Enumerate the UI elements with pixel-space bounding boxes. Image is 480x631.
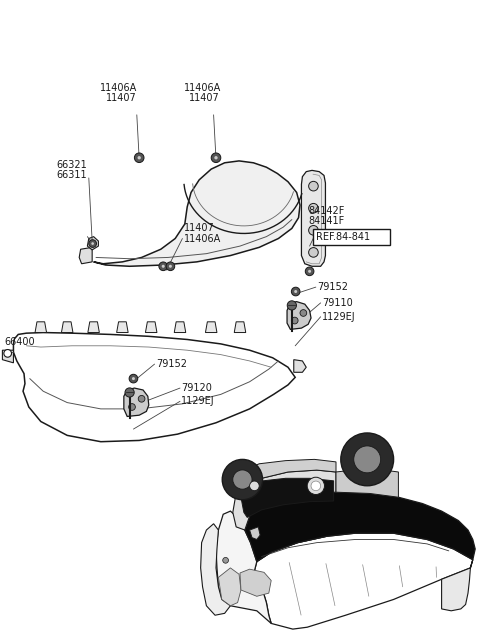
FancyBboxPatch shape	[313, 228, 390, 245]
Text: 66400: 66400	[5, 337, 36, 347]
Circle shape	[137, 156, 141, 160]
Text: 79110: 79110	[322, 298, 353, 308]
Circle shape	[211, 153, 221, 163]
Circle shape	[169, 265, 172, 268]
Polygon shape	[87, 237, 98, 250]
Polygon shape	[174, 322, 186, 333]
Circle shape	[300, 310, 307, 316]
Circle shape	[214, 156, 218, 160]
Text: 79152: 79152	[156, 359, 187, 369]
Polygon shape	[124, 388, 149, 416]
Text: 11406A: 11406A	[183, 83, 221, 93]
Polygon shape	[79, 247, 92, 264]
Polygon shape	[234, 322, 246, 333]
Circle shape	[291, 317, 298, 324]
Circle shape	[311, 481, 321, 491]
Circle shape	[250, 481, 259, 491]
Text: 11406A: 11406A	[100, 83, 138, 93]
Circle shape	[222, 459, 263, 500]
Polygon shape	[201, 524, 230, 615]
Polygon shape	[13, 333, 295, 442]
Circle shape	[129, 374, 138, 383]
Circle shape	[132, 377, 135, 380]
Polygon shape	[301, 170, 325, 266]
Text: 11407: 11407	[184, 223, 215, 233]
Circle shape	[309, 225, 318, 235]
Circle shape	[89, 240, 96, 247]
Circle shape	[223, 557, 228, 563]
Polygon shape	[88, 322, 99, 333]
Circle shape	[4, 350, 12, 357]
Circle shape	[125, 388, 134, 397]
Polygon shape	[287, 302, 311, 329]
Polygon shape	[233, 470, 336, 530]
Polygon shape	[245, 492, 475, 562]
Text: 84142F: 84142F	[309, 206, 345, 216]
Polygon shape	[227, 459, 336, 498]
Circle shape	[166, 262, 175, 271]
Polygon shape	[218, 568, 241, 606]
Polygon shape	[216, 511, 271, 623]
Circle shape	[307, 477, 324, 495]
Circle shape	[354, 446, 381, 473]
Text: 11407: 11407	[189, 93, 219, 103]
Polygon shape	[2, 350, 13, 363]
Text: 66311: 66311	[57, 170, 87, 180]
Polygon shape	[294, 360, 306, 372]
Text: 11407: 11407	[106, 93, 136, 103]
Circle shape	[91, 242, 94, 245]
Circle shape	[294, 290, 297, 293]
Polygon shape	[205, 322, 217, 333]
Text: 1129EJ: 1129EJ	[181, 396, 215, 406]
Polygon shape	[336, 468, 398, 497]
Circle shape	[138, 396, 145, 402]
Polygon shape	[94, 161, 300, 266]
Circle shape	[233, 470, 252, 489]
Polygon shape	[442, 560, 473, 611]
Text: 11406A: 11406A	[184, 233, 221, 244]
Text: 79152: 79152	[317, 282, 348, 292]
Polygon shape	[240, 569, 271, 596]
Circle shape	[309, 181, 318, 191]
Polygon shape	[254, 533, 473, 629]
Polygon shape	[251, 505, 326, 562]
Polygon shape	[61, 322, 73, 333]
Circle shape	[287, 301, 297, 310]
Text: 79120: 79120	[181, 383, 212, 393]
Circle shape	[309, 247, 318, 257]
Text: 1129EJ: 1129EJ	[322, 312, 356, 322]
Polygon shape	[145, 322, 157, 333]
Circle shape	[308, 270, 311, 273]
Circle shape	[291, 287, 300, 296]
Circle shape	[159, 262, 168, 271]
Text: 66321: 66321	[57, 160, 87, 170]
Polygon shape	[117, 322, 128, 333]
Polygon shape	[250, 527, 260, 540]
Circle shape	[305, 267, 314, 276]
Circle shape	[341, 433, 394, 486]
Circle shape	[129, 404, 135, 410]
Polygon shape	[35, 322, 47, 333]
Circle shape	[162, 265, 165, 268]
Text: 84141F: 84141F	[309, 216, 345, 226]
Polygon shape	[241, 478, 334, 517]
Circle shape	[309, 203, 318, 213]
Circle shape	[134, 153, 144, 163]
Text: REF.84-841: REF.84-841	[316, 232, 370, 242]
